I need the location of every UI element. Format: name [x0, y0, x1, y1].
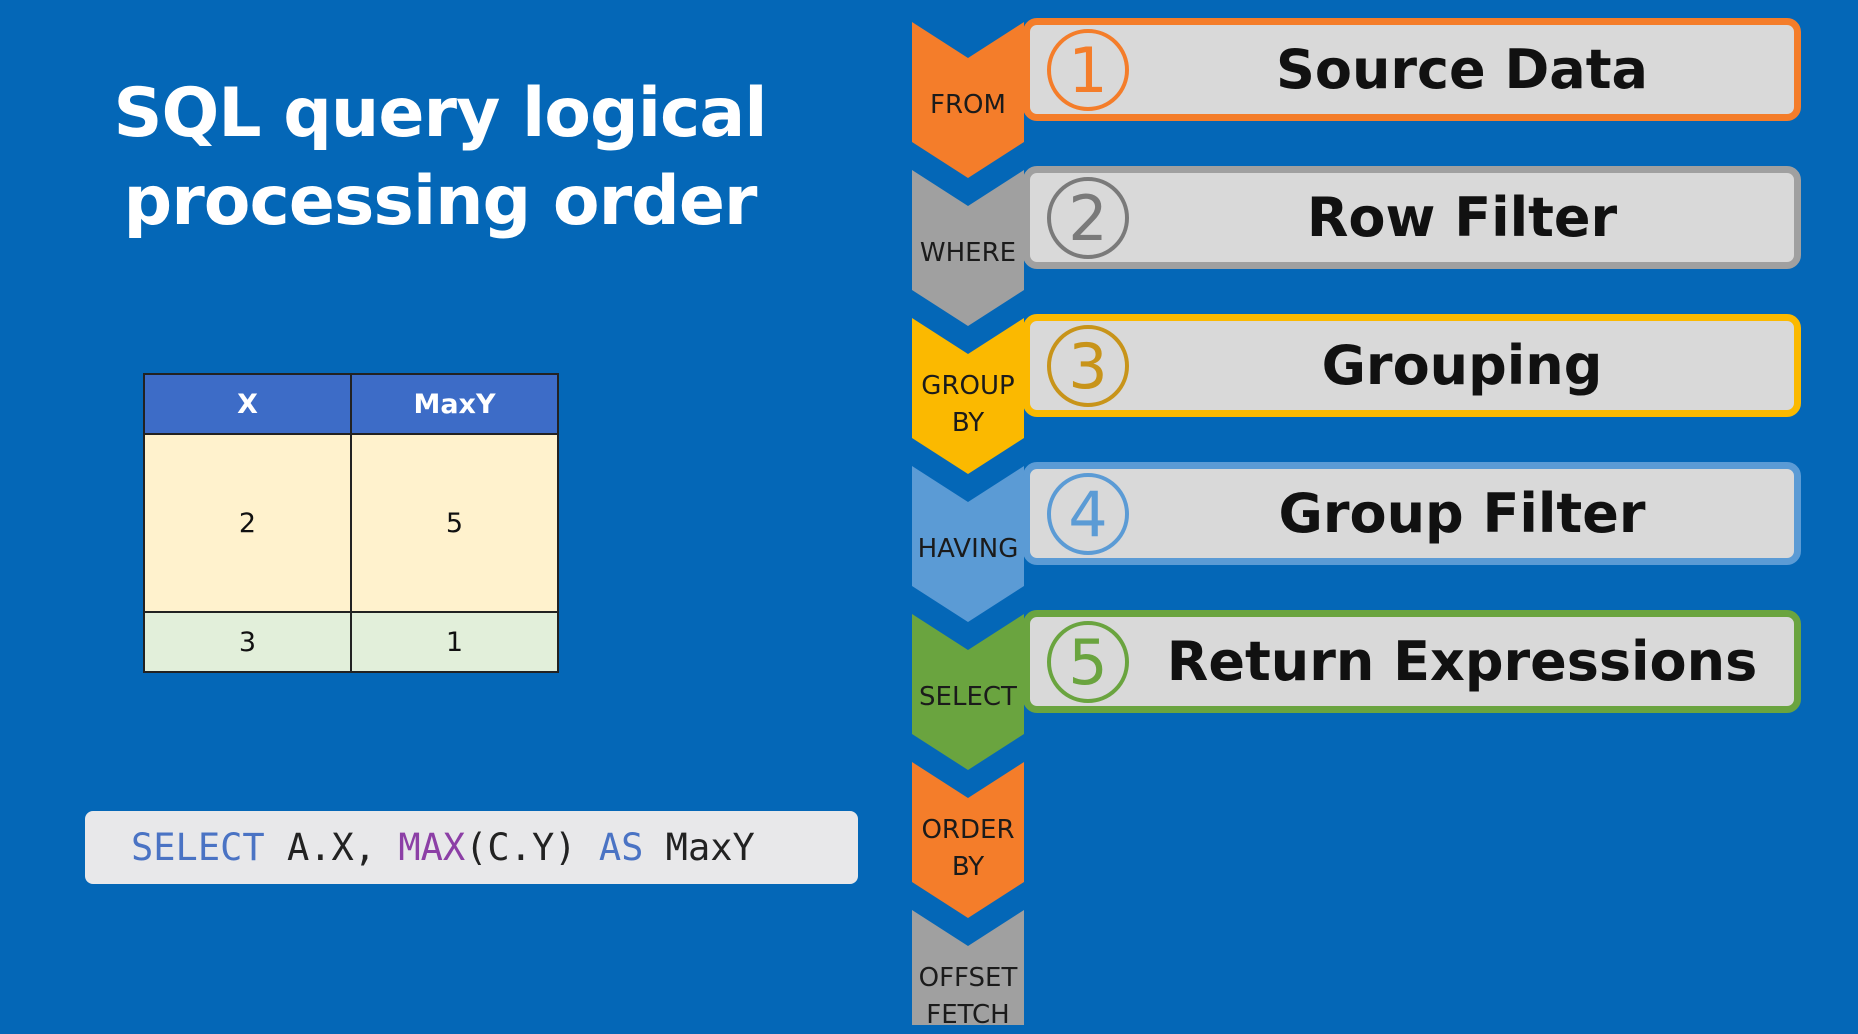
step-5: 5 Return Expressions — [1023, 610, 1801, 713]
page-title: SQL query logical processing order — [80, 70, 800, 246]
step-number-circle: 2 — [1047, 177, 1129, 259]
step-number-circle: 5 — [1047, 621, 1129, 703]
column-header-maxy: MaxY — [350, 373, 559, 435]
chevron-offset — [912, 910, 1024, 1025]
sql-as-keyword: AS — [598, 826, 644, 869]
step-number-circle: 3 — [1047, 325, 1129, 407]
sql-statement: SELECT A.X, MAX(C.Y) AS MaxY — [85, 811, 858, 884]
sql-max-argument: (C.Y) — [465, 826, 577, 869]
table-cell: 5 — [350, 433, 559, 613]
table-row: 3 1 — [143, 611, 559, 673]
step-4: 4 Group Filter — [1023, 462, 1801, 565]
clause-label-line-1: WHERE — [919, 238, 1017, 268]
clause-label-from: FROM — [908, 87, 1028, 124]
title-line-2: processing order — [123, 162, 758, 241]
clause-label-line-1: FROM — [930, 90, 1006, 120]
chevron-where — [912, 170, 1024, 326]
chevron-from — [912, 22, 1024, 178]
table-row: 2 5 — [143, 433, 559, 613]
step-label: Group Filter — [1278, 482, 1646, 545]
table-header-row: X MaxY — [143, 373, 559, 435]
clause-label-offset: OFFSET FETCH — [908, 960, 1028, 1034]
step-label: Grouping — [1321, 334, 1603, 397]
clause-label-line-2: BY — [951, 852, 985, 882]
clause-label-having: HAVING — [908, 531, 1028, 568]
clause-label-order: ORDER BY — [908, 812, 1028, 886]
clause-label-line-1: GROUP — [921, 371, 1015, 401]
chevron-select — [912, 614, 1024, 770]
step-label: Source Data — [1275, 38, 1648, 101]
sql-column-1: A.X, — [286, 826, 377, 869]
chevron-having — [912, 466, 1024, 622]
clause-label-line-1: HAVING — [917, 534, 1019, 564]
clause-label-group: GROUP BY — [908, 368, 1028, 442]
clause-label-select: SELECT — [908, 679, 1028, 716]
sql-select-keyword: SELECT — [131, 826, 265, 869]
table-cell: 2 — [143, 433, 352, 613]
sql-alias: MaxY — [665, 826, 755, 869]
column-header-x: X — [143, 373, 352, 435]
clause-label-where: WHERE — [908, 235, 1028, 272]
table-cell: 1 — [350, 611, 559, 673]
clause-label-line-2: FETCH — [926, 1000, 1010, 1030]
step-1: 1 Source Data — [1023, 18, 1801, 121]
step-3: 3 Grouping — [1023, 314, 1801, 417]
clause-label-line-2: BY — [951, 408, 985, 438]
step-2: 2 Row Filter — [1023, 166, 1801, 269]
step-label: Row Filter — [1306, 186, 1618, 249]
step-label: Return Expressions — [1166, 630, 1758, 693]
table-cell: 3 — [143, 611, 352, 673]
clause-label-line-1: SELECT — [919, 682, 1017, 712]
sql-max-function: MAX — [398, 826, 466, 869]
title-line-1: SQL query logical — [113, 74, 767, 153]
result-table: X MaxY 2 5 3 1 — [143, 373, 559, 673]
step-number-circle: 4 — [1047, 473, 1129, 555]
clause-label-line-1: OFFSET — [918, 963, 1018, 993]
clause-label-line-1: ORDER — [921, 815, 1015, 845]
chevron-order — [912, 762, 1024, 918]
chevron-group — [912, 318, 1024, 474]
step-number-circle: 1 — [1047, 29, 1129, 111]
